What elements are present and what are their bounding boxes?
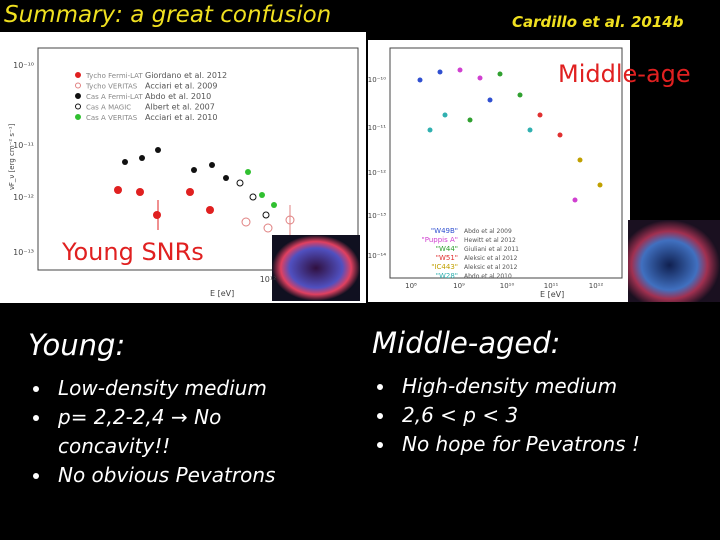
legend-ref: Abdo et al 2009: [464, 228, 512, 235]
legend-ref: Aleksic et al 2012: [464, 264, 518, 271]
bullet: 2,6 < p < 3: [396, 401, 712, 430]
citation: Cardillo et al. 2014b: [512, 13, 684, 31]
legend-label: "W49B": [431, 227, 458, 235]
x-tick-label: 10¹²: [260, 275, 277, 284]
w44-image: [628, 220, 720, 302]
section-heading: Middle-aged:: [372, 326, 561, 360]
left-caption: Young SNRs: [61, 238, 204, 266]
right-plot-frame: [389, 47, 623, 279]
young-section: Young: Low-density mediump= 2,2-2,4 → No…: [28, 328, 328, 490]
legend-label: Cas A Fermi-LAT: [86, 93, 143, 101]
bullet: Low-density medium: [52, 374, 328, 403]
legend-marker: [75, 114, 81, 120]
y-tick-label: 10⁻¹⁴: [368, 252, 386, 260]
legend-ref: Acciari et al. 2009: [145, 82, 217, 91]
legend-label: Tycho VERITAS: [85, 83, 138, 91]
bullet: High-density medium: [396, 372, 712, 401]
tycho-image: [272, 235, 360, 301]
legend-ref: Acciari et al. 2010: [145, 113, 217, 122]
legend-label: "W44": [436, 245, 458, 253]
y-tick-label: 10⁻¹⁰: [13, 61, 34, 70]
x-tick-label: 10¹⁰: [500, 282, 515, 290]
legend-marker: [75, 93, 81, 99]
bullet-list: High-density medium2,6 < p < 3No hope fo…: [372, 372, 712, 459]
y-tick-label: 10⁻¹³: [368, 212, 386, 220]
right-plot-bg: [368, 40, 630, 302]
legend-label: Cas A MAGIC: [86, 104, 131, 112]
x-tick-label: 10⁸: [405, 282, 417, 290]
legend-label: "W28": [436, 272, 458, 280]
legend-ref: Giuliani et al 2011: [464, 246, 519, 253]
legend-label: "Puppis A": [422, 236, 458, 244]
legend-marker: [75, 103, 81, 110]
x-tick-label: 10¹²: [589, 282, 604, 290]
bullet: No obvious Pevatrons: [52, 461, 328, 490]
legend-ref: Abdo et al 2010: [464, 273, 512, 280]
left-y-label: νF_ν [erg cm⁻² s⁻¹]: [8, 123, 16, 190]
y-tick-label: 10⁻¹¹: [13, 141, 34, 150]
legend-ref: Hewitt et al 2012: [464, 237, 516, 244]
right-caption: Middle-age: [558, 60, 691, 88]
legend-ref: Giordano et al. 2012: [145, 71, 227, 80]
legend-label: Tycho Fermi-LAT: [85, 72, 143, 80]
legend-ref: Albert et al. 2007: [145, 103, 215, 112]
legend-ref: Aleksic et al 2012: [464, 255, 518, 262]
legend-marker: [75, 72, 81, 78]
left-data-points: [114, 147, 295, 235]
y-tick-label: 10⁻¹¹: [368, 124, 386, 132]
x-tick-label: 10¹¹: [544, 282, 559, 290]
y-tick-label: 10⁻¹²: [368, 169, 386, 177]
y-tick-label: 10⁻¹³: [13, 248, 34, 257]
y-tick-label: 10⁻¹⁰: [368, 76, 386, 84]
legend-marker: [75, 82, 81, 89]
slide-title: Summary: a great confusion: [4, 2, 331, 28]
bullet: p= 2,2-2,4 → No concavity!!: [52, 403, 328, 461]
y-tick-label: 10⁻¹²: [13, 193, 34, 202]
left-x-label: E [eV]: [210, 289, 234, 298]
right-x-label: E [eV]: [540, 290, 564, 299]
x-tick-label: 10⁹: [453, 282, 465, 290]
legend-label: Cas A VERITAS: [86, 114, 138, 122]
section-heading: Young:: [28, 328, 126, 362]
bullet: No hope for Pevatrons !: [396, 430, 712, 459]
right-data-points: [417, 67, 603, 203]
bullet-list: Low-density mediump= 2,2-2,4 → No concav…: [28, 374, 328, 490]
legend-label: "W51": [436, 254, 458, 262]
left-plot-frame: [37, 47, 359, 271]
legend-ref: Abdo et al. 2010: [145, 92, 211, 101]
middle-aged-section: Middle-aged: High-density medium2,6 < p …: [372, 326, 712, 459]
legend-label: "IC443": [431, 263, 458, 271]
